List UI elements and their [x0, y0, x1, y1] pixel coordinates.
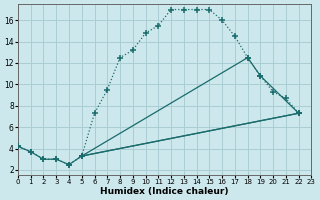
- X-axis label: Humidex (Indice chaleur): Humidex (Indice chaleur): [100, 187, 229, 196]
